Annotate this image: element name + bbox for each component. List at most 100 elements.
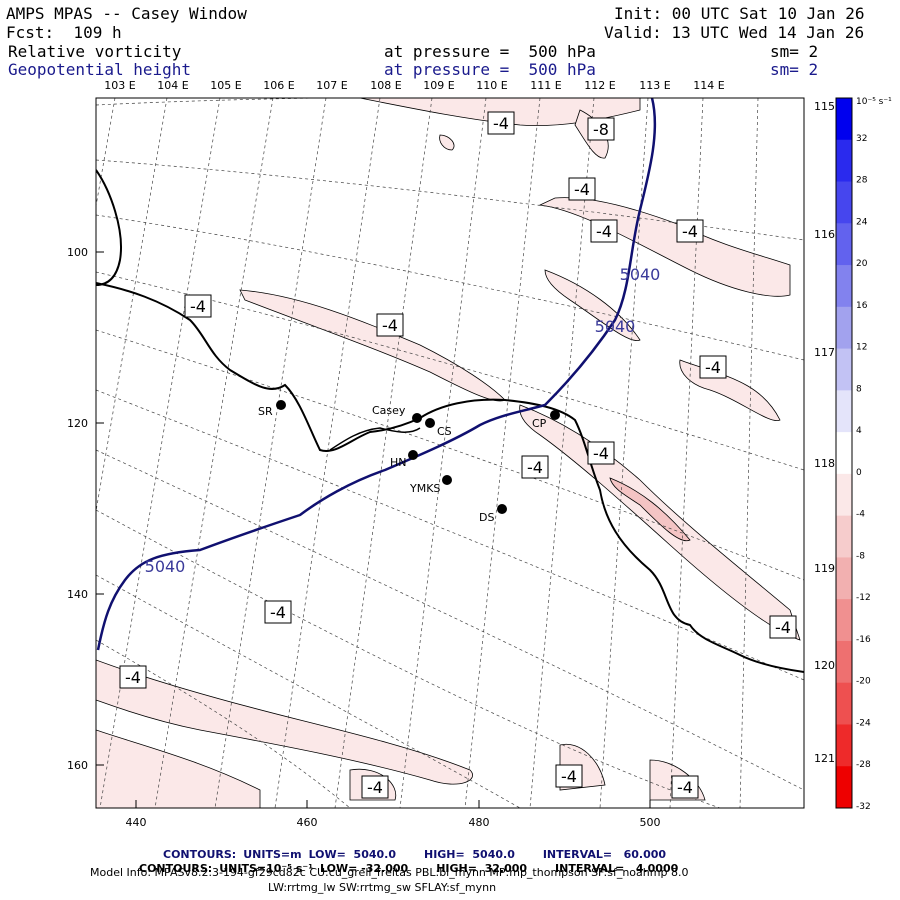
x-tick-label: 480 xyxy=(469,816,490,829)
height-label: 5040 xyxy=(620,265,661,284)
colorbar-unit: 10⁻⁵ s⁻¹ xyxy=(856,97,892,107)
colorbar-swatch xyxy=(836,306,852,350)
field2-smooth: sm= 2 xyxy=(770,60,819,79)
station-label: CS xyxy=(437,425,452,438)
coastline xyxy=(96,169,804,673)
y-tick-label: 140 xyxy=(67,588,88,601)
station-label: YMKS xyxy=(409,482,440,495)
vort-region xyxy=(239,289,506,402)
x-axis xyxy=(135,800,651,808)
vort-region xyxy=(679,359,781,422)
vort-label: -4 xyxy=(705,358,721,377)
colorbar-tick-label: 8 xyxy=(856,384,862,394)
station-marker xyxy=(408,450,418,460)
lon-label: 111 E xyxy=(530,79,561,92)
contours-interval: INTERVAL= 60.000 xyxy=(542,848,667,861)
vort-label: -4 xyxy=(527,458,543,477)
lon-label: 108 E xyxy=(370,79,401,92)
vort-region xyxy=(609,477,691,542)
station-marker xyxy=(412,413,422,423)
field1-smooth: sm= 2 xyxy=(770,42,819,61)
vort-label: -4 xyxy=(596,222,612,241)
station-marker xyxy=(550,410,560,420)
contours-units: UNITS=10⁻⁵ s⁻¹ xyxy=(219,862,314,875)
station-marker xyxy=(442,475,452,485)
colorbar-swatch xyxy=(836,473,852,517)
colorbar-tick-label: 32 xyxy=(856,134,867,144)
colorbar-tick-label: 20 xyxy=(856,259,868,269)
y-axis xyxy=(96,251,104,766)
colorbar-swatch xyxy=(836,348,852,391)
lon-label: 113 E xyxy=(639,79,670,92)
vort-label: -4 xyxy=(682,222,698,241)
station-label: CP xyxy=(532,417,547,430)
colorbar-swatch xyxy=(836,181,852,224)
colorbar-swatch xyxy=(836,223,852,266)
vort-label: -4 xyxy=(125,668,141,687)
contours-units: UNITS=m xyxy=(243,848,302,861)
vort-label: -4 xyxy=(382,316,398,335)
colorbar-swatch xyxy=(836,390,852,433)
lon-label: 114 E xyxy=(693,79,724,92)
vort-label: -4 xyxy=(593,444,609,463)
colorbar-tick-label: -28 xyxy=(856,760,871,770)
colorbar-swatch xyxy=(836,139,852,183)
vort-label: -4 xyxy=(775,618,791,637)
coastline xyxy=(329,427,421,451)
colorbar-swatch xyxy=(836,599,852,642)
colorbar-tick-label: -8 xyxy=(856,551,865,561)
station-label: HN xyxy=(390,456,407,469)
vort-region xyxy=(439,134,455,151)
lon-labels-top: 103 E 104 E 105 E 106 E 107 E 108 E 109 … xyxy=(104,79,724,92)
contours-low: LOW= 5040.0 xyxy=(308,848,396,861)
vort-label: -8 xyxy=(593,120,609,139)
station-marker xyxy=(276,400,286,410)
colorbar-swatch xyxy=(836,515,852,558)
station-label: Casey xyxy=(372,404,406,417)
colorbar-tick-label: 24 xyxy=(856,217,868,227)
lon-label: 109 E xyxy=(423,79,454,92)
valid-time: Valid: 13 UTC Wed 14 Jan 26 xyxy=(604,23,865,42)
station-marker xyxy=(497,504,507,514)
vorticity-labels: -4 -8 -4 -4 -4 -4 -4 -4 -4 -4 -4 -4 -4 -… xyxy=(119,111,797,799)
colorbar-frame xyxy=(835,97,853,809)
contours-high: HIGH= 5040.0 xyxy=(423,848,515,861)
vort-region xyxy=(96,729,261,808)
lon-label: 104 E xyxy=(157,79,188,92)
colorbar-tick-label: -32 xyxy=(856,802,871,812)
init-time: Init: 00 UTC Sat 10 Jan 26 xyxy=(614,4,865,23)
model-info: Model Info: MPASv8.2.3-194-gf29cd82c CU:… xyxy=(90,866,689,879)
vort-label: -4 xyxy=(493,114,509,133)
map-title: AMPS MPAS -- Casey Window xyxy=(6,4,247,23)
height-contour-labels: 5040 5040 5040 xyxy=(145,265,661,576)
lat-grid xyxy=(96,98,804,808)
colorbar-tick-label: 4 xyxy=(856,426,862,436)
vorticity-shading xyxy=(96,98,801,808)
forecast-hour: Fcst: 109 h xyxy=(6,23,122,42)
x-tick-label: 460 xyxy=(297,816,318,829)
x-tick-label: 500 xyxy=(640,816,661,829)
height-contour-info: CONTOURS: UNITS=m LOW= 5040.0 HIGH= 5040… xyxy=(156,838,666,860)
colorbar-tick-label: -20 xyxy=(856,677,871,687)
colorbar-swatch xyxy=(836,265,852,308)
colorbar-tick-label: 0 xyxy=(856,468,862,478)
field1-name: Relative vorticity xyxy=(8,42,182,61)
vorticity-contour-info: CONTOURS: UNITS=10⁻⁵ s⁻¹ LOW= -32.000 HI… xyxy=(132,852,678,874)
contours-high: HIGH= 32.000 xyxy=(436,862,528,875)
colorbar-swatch xyxy=(836,682,852,725)
x-tick-label: 440 xyxy=(126,816,147,829)
colorbar-tick-label: -24 xyxy=(856,718,871,728)
field2-name: Geopotential height xyxy=(8,60,192,79)
y-tick-label: 100 xyxy=(67,246,88,259)
vort-region xyxy=(544,269,641,342)
height-label: 5040 xyxy=(145,557,186,576)
colorbar-tick-label: 12 xyxy=(856,343,867,353)
model-info-2: LW:rrtmg_lw SW:rrtmg_sw SFLAY:sf_mynn xyxy=(268,881,497,894)
y-tick-label: 120 xyxy=(67,417,88,430)
vort-region xyxy=(538,197,791,297)
colorbar-swatch xyxy=(836,557,852,600)
field2-level: at pressure = 500 hPa xyxy=(384,60,596,79)
station-marker xyxy=(425,418,435,428)
lon-label: 105 E xyxy=(210,79,241,92)
